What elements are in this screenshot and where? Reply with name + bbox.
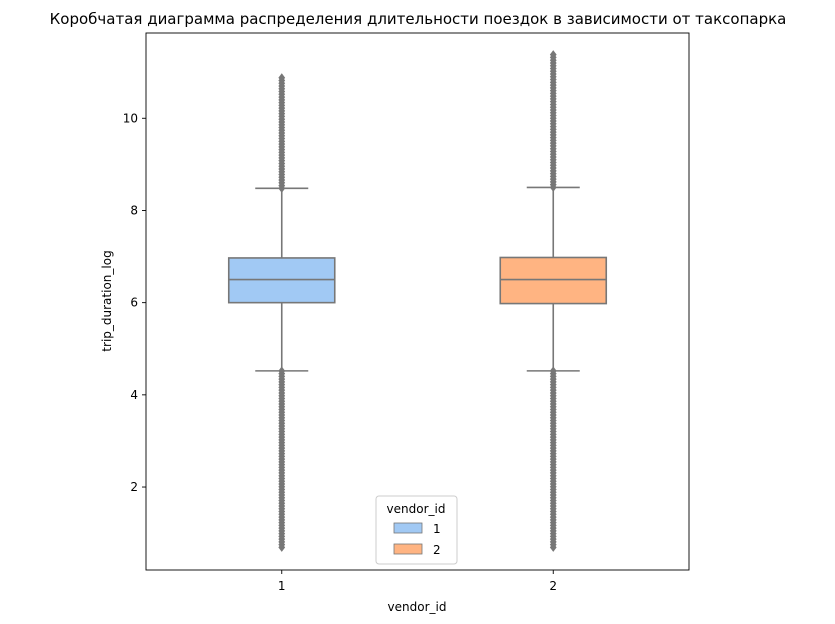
y-tick-label: 4 (130, 388, 138, 402)
y-tick-label: 2 (130, 480, 138, 494)
y-axis-label: trip_duration_log (100, 250, 114, 351)
legend-swatch (393, 522, 423, 534)
outlier-point (549, 50, 557, 60)
y-tick-label: 8 (130, 203, 138, 217)
x-tick-label: 1 (278, 579, 286, 593)
plot-layer (227, 50, 608, 552)
outlier-point (278, 73, 286, 83)
legend-title: vendor_id (387, 502, 446, 516)
legend: vendor_id 1 2 (375, 495, 458, 565)
y-tick-label: 10 (123, 111, 138, 125)
x-tick-label: 2 (549, 579, 557, 593)
box-group-2 (499, 50, 608, 552)
legend-entry-label: 1 (433, 522, 441, 536)
plot-frame (145, 32, 690, 571)
box-group-1 (227, 73, 336, 552)
chart-title: Коробчатая диаграмма распределения длите… (50, 10, 787, 28)
y-axis: 2 4 6 8 10 (123, 111, 146, 494)
legend-entry-label: 2 (433, 543, 441, 557)
legend-swatch (393, 543, 423, 555)
x-axis-label: vendor_id (388, 600, 447, 614)
box-iqr (499, 256, 608, 305)
y-tick-label: 6 (130, 296, 138, 310)
